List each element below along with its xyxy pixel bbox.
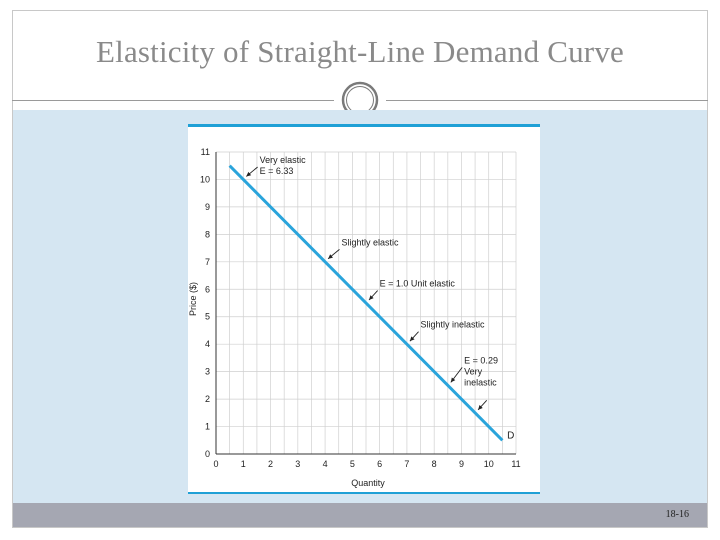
annotation-text: inelastic: [464, 377, 497, 387]
title-rule-right: [386, 100, 708, 101]
y-axis-label: Price ($): [188, 282, 198, 316]
annotation-arrow-head: [478, 405, 483, 410]
x-tick-label: 7: [404, 459, 409, 469]
x-tick-label: 3: [295, 459, 300, 469]
annotation: [477, 400, 488, 411]
x-tick-label: 4: [323, 459, 328, 469]
x-tick-label: 2: [268, 459, 273, 469]
y-tick-label: 6: [205, 284, 210, 294]
slide-footer: 18-16: [13, 503, 707, 527]
x-tick-label: 9: [459, 459, 464, 469]
annotation-text: E = 0.29: [464, 355, 498, 365]
x-axis-label: Quantity: [351, 478, 385, 488]
y-tick-label: 9: [205, 202, 210, 212]
figure-top-rule: [188, 124, 540, 127]
x-tick-label: 0: [213, 459, 218, 469]
x-tick-label: 5: [350, 459, 355, 469]
demand-curve-line: [228, 164, 504, 442]
annotation: Slightly elastic: [327, 237, 399, 260]
x-tick-label: 8: [432, 459, 437, 469]
title-rule-left: [12, 100, 334, 101]
y-tick-label: 5: [205, 312, 210, 322]
x-tick-label: 11: [511, 459, 520, 469]
page-number: 18-16: [665, 509, 689, 520]
y-tick-label: 3: [205, 367, 210, 377]
x-tick-label: 1: [241, 459, 246, 469]
y-tick-label: 10: [200, 174, 210, 184]
slide-title: Elasticity of Straight-Line Demand Curve: [96, 34, 624, 69]
annotation-text: E = 1.0 Unit elastic: [380, 279, 456, 289]
annotation-arrow-head: [369, 295, 374, 300]
annotation-arrow-head: [328, 254, 333, 259]
annotation-arrow-head: [409, 336, 415, 342]
annotation: E = 1.0 Unit elastic: [368, 279, 456, 301]
annotation-text: Very elastic: [260, 155, 307, 165]
figure-bottom-rule: [188, 492, 540, 494]
annotation-arrow-head: [450, 377, 456, 383]
y-tick-label: 8: [205, 229, 210, 239]
annotation: Slightly inelastic: [409, 320, 486, 342]
chart-figure: 0 1 2 3 4 5 6 7 8 9 10 11 0 1 2 3 4 5 6 7 8 9 10 11 D Very elast…: [188, 124, 540, 494]
x-tick-label: 10: [484, 459, 494, 469]
annotation-text: E = 6.33: [260, 166, 294, 176]
y-tick-label: 0: [205, 449, 210, 459]
demand-curve-label: D: [507, 430, 514, 441]
y-tick-label: 4: [205, 339, 210, 349]
x-tick-label: 6: [377, 459, 382, 469]
annotation-arrow-head: [246, 171, 252, 177]
demand-elasticity-chart: 0 1 2 3 4 5 6 7 8 9 10 11 0 1 2 3 4 5 6 7 8 9 10 11 D Very elast…: [188, 147, 521, 488]
y-tick-label: 7: [205, 257, 210, 267]
y-tick-label: 11: [201, 147, 210, 157]
annotation-text: Slightly inelastic: [421, 320, 486, 330]
y-tick-label: 1: [205, 422, 210, 432]
annotation-text: Slightly elastic: [341, 237, 399, 247]
y-tick-label: 2: [205, 394, 210, 404]
annotation-text: Very: [464, 366, 483, 376]
